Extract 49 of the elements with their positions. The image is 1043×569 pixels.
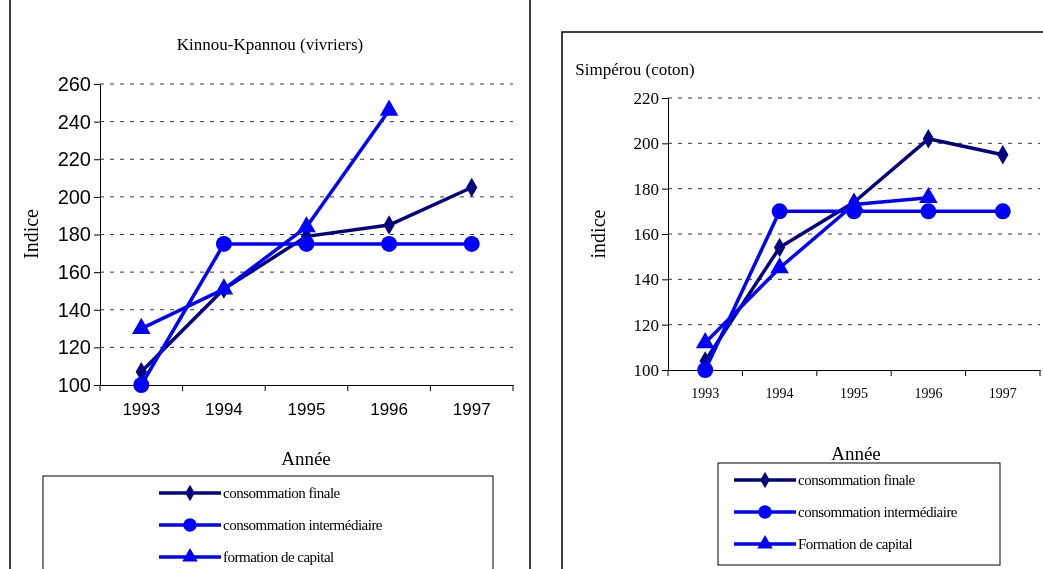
y-tick-label: 180 [57,223,91,246]
y-tick-label: 140 [57,298,91,321]
y-tick-label: 160 [633,224,659,244]
y-tick-label: 180 [633,179,659,199]
legend-label: formation de capital [223,549,335,565]
y-tick-label: 220 [57,148,91,171]
y-axis-title: Indice [20,208,42,259]
legend-label: consommation intermédiaire [798,504,958,520]
y-tick-label: 200 [57,185,91,208]
x-tick-label: 1993 [691,385,720,401]
x-tick-label: 1994 [765,385,794,401]
legend-label: consommation finale [798,472,916,488]
x-axis-title: Année [281,448,331,469]
y-tick-label: 100 [633,360,659,380]
y-tick-label: 120 [633,315,659,335]
y-tick-label: 100 [57,373,91,396]
point [133,377,150,393]
y-tick-label: 140 [633,270,659,290]
point [379,99,399,116]
x-tick-label: 1995 [840,385,868,401]
y-tick-label: 240 [57,110,91,133]
point [298,235,315,252]
y-axis-title: indice [587,209,609,259]
x-axis-title: Année [831,443,881,464]
y-tick-label: 120 [57,336,91,359]
x-tick-label: 1996 [914,385,943,401]
point [215,235,232,252]
x-tick-label: 1997 [988,385,1017,401]
point [381,235,398,252]
y-tick-label: 260 [57,72,91,95]
x-tick-label: 1994 [204,400,243,420]
point [697,362,714,378]
point [463,235,480,252]
chart-title: Simpérou (coton) [575,60,695,79]
y-tick-label: 160 [57,261,91,284]
legend-label: consommation finale [223,485,341,501]
y-tick-label: 220 [633,88,659,108]
chart-title: Kinnou-Kpannou (vivriers) [176,35,364,54]
point [771,203,788,220]
x-tick-label: 1995 [287,400,326,420]
point [920,203,937,220]
x-tick-label: 1993 [122,400,161,420]
point [994,203,1011,220]
legend-label: Formation de capital [798,536,913,552]
x-tick-label: 1996 [370,400,409,420]
y-tick-label: 200 [633,134,659,154]
legend-label: consommation intermédiaire [223,517,383,533]
x-tick-label: 1997 [452,400,491,420]
point [297,216,316,233]
